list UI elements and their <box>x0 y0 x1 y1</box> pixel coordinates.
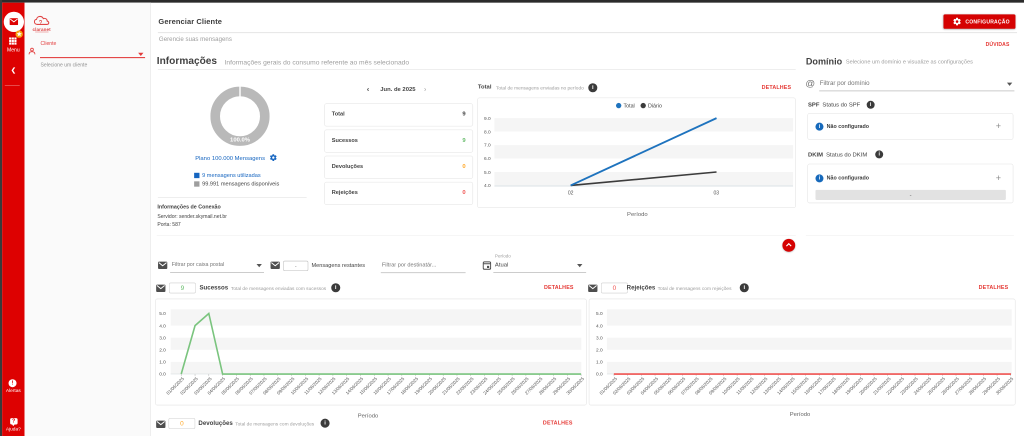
svg-text:4.0: 4.0 <box>596 323 603 329</box>
svg-text:4.0: 4.0 <box>484 183 491 189</box>
svg-text:8.0: 8.0 <box>484 129 491 135</box>
svg-text:Diário: Diário <box>648 104 662 110</box>
svg-text:3.0: 3.0 <box>159 335 166 341</box>
svg-text:03: 03 <box>713 191 719 197</box>
svg-text:4.0: 4.0 <box>159 323 166 329</box>
svg-text:3.0: 3.0 <box>596 335 603 341</box>
svg-text:5.0: 5.0 <box>596 311 603 317</box>
svg-text:7.0: 7.0 <box>484 143 491 149</box>
svg-text:1.0: 1.0 <box>596 360 603 366</box>
svg-text:2.0: 2.0 <box>596 347 603 353</box>
svg-text:Total: Total <box>623 104 634 110</box>
svg-text:0.0: 0.0 <box>596 372 603 378</box>
svg-text:1.0: 1.0 <box>159 360 166 366</box>
svg-text:6.0: 6.0 <box>484 156 491 162</box>
svg-text:2.0: 2.0 <box>159 347 166 353</box>
svg-text:100.0%: 100.0% <box>230 137 251 143</box>
svg-text:5.0: 5.0 <box>484 170 491 176</box>
svg-text:9.0: 9.0 <box>484 116 491 122</box>
svg-text:5.0: 5.0 <box>159 311 166 317</box>
svg-text:0.0: 0.0 <box>159 372 166 378</box>
svg-text:02: 02 <box>568 191 574 197</box>
